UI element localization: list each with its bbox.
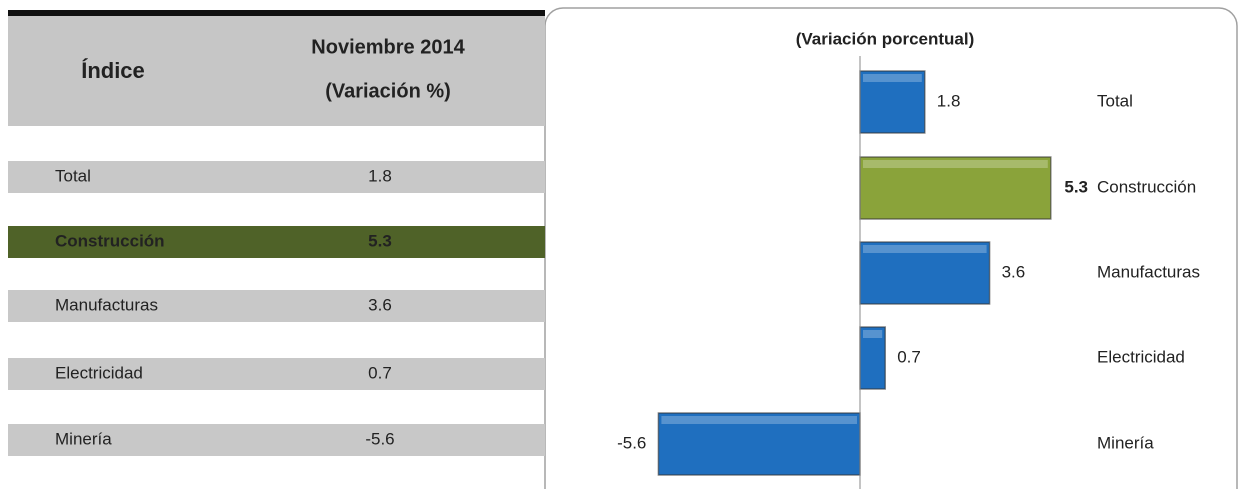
header-cell: (Variación %) (325, 80, 451, 102)
bar (859, 70, 926, 134)
bar-shine (863, 160, 1048, 168)
table-cell: 0.7 (368, 363, 392, 382)
bar (859, 241, 991, 305)
bar (657, 412, 861, 476)
category-label: Minería (1097, 433, 1154, 452)
bar-shine (661, 416, 857, 424)
table-cell: Electricidad (55, 363, 143, 382)
value-label: -5.6 (617, 433, 646, 452)
table-row (8, 358, 545, 390)
value-label: 3.6 (1002, 262, 1026, 281)
chart-title: (Variación porcentual) (796, 29, 975, 48)
table-row (8, 161, 545, 193)
bar (859, 326, 886, 390)
value-label: 0.7 (897, 347, 921, 366)
table-cell: 3.6 (368, 295, 392, 314)
table-cell: Manufacturas (55, 295, 158, 314)
category-label: Construcción (1097, 177, 1196, 196)
table-header (8, 16, 545, 126)
category-label: Manufacturas (1097, 262, 1200, 281)
table-row (8, 290, 545, 322)
header-cell: Noviembre 2014 (311, 36, 465, 58)
table-top-border (8, 10, 545, 16)
header-cell: Índice (81, 58, 145, 83)
value-label: 1.8 (937, 91, 961, 110)
bar-shine (863, 330, 883, 338)
table-cell: 5.3 (368, 231, 392, 250)
category-label: Total (1097, 91, 1133, 110)
table-cell: 1.8 (368, 166, 392, 185)
table-cell: -5.6 (365, 429, 394, 448)
value-label: 5.3 (1064, 177, 1088, 196)
table-row (8, 424, 545, 456)
category-label: Electricidad (1097, 347, 1185, 366)
bar (859, 156, 1052, 220)
table-cell: Construcción (55, 231, 165, 250)
bar-shine (863, 74, 922, 82)
table-cell: Total (55, 166, 91, 185)
table-cell: Minería (55, 429, 112, 448)
bar-shine (863, 245, 987, 253)
table-row (8, 226, 545, 258)
